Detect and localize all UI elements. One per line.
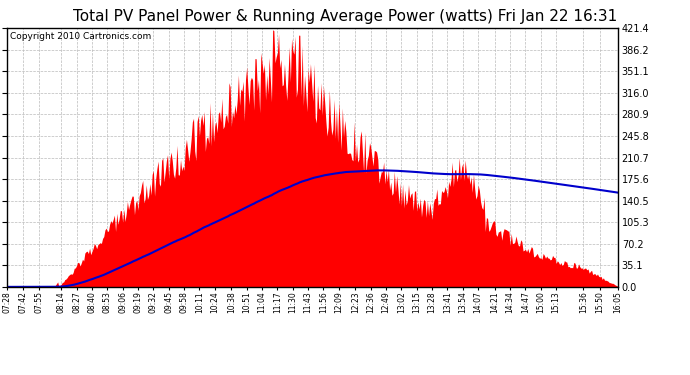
Text: Total PV Panel Power & Running Average Power (watts) Fri Jan 22 16:31: Total PV Panel Power & Running Average P… (73, 9, 617, 24)
Text: Copyright 2010 Cartronics.com: Copyright 2010 Cartronics.com (10, 32, 151, 41)
